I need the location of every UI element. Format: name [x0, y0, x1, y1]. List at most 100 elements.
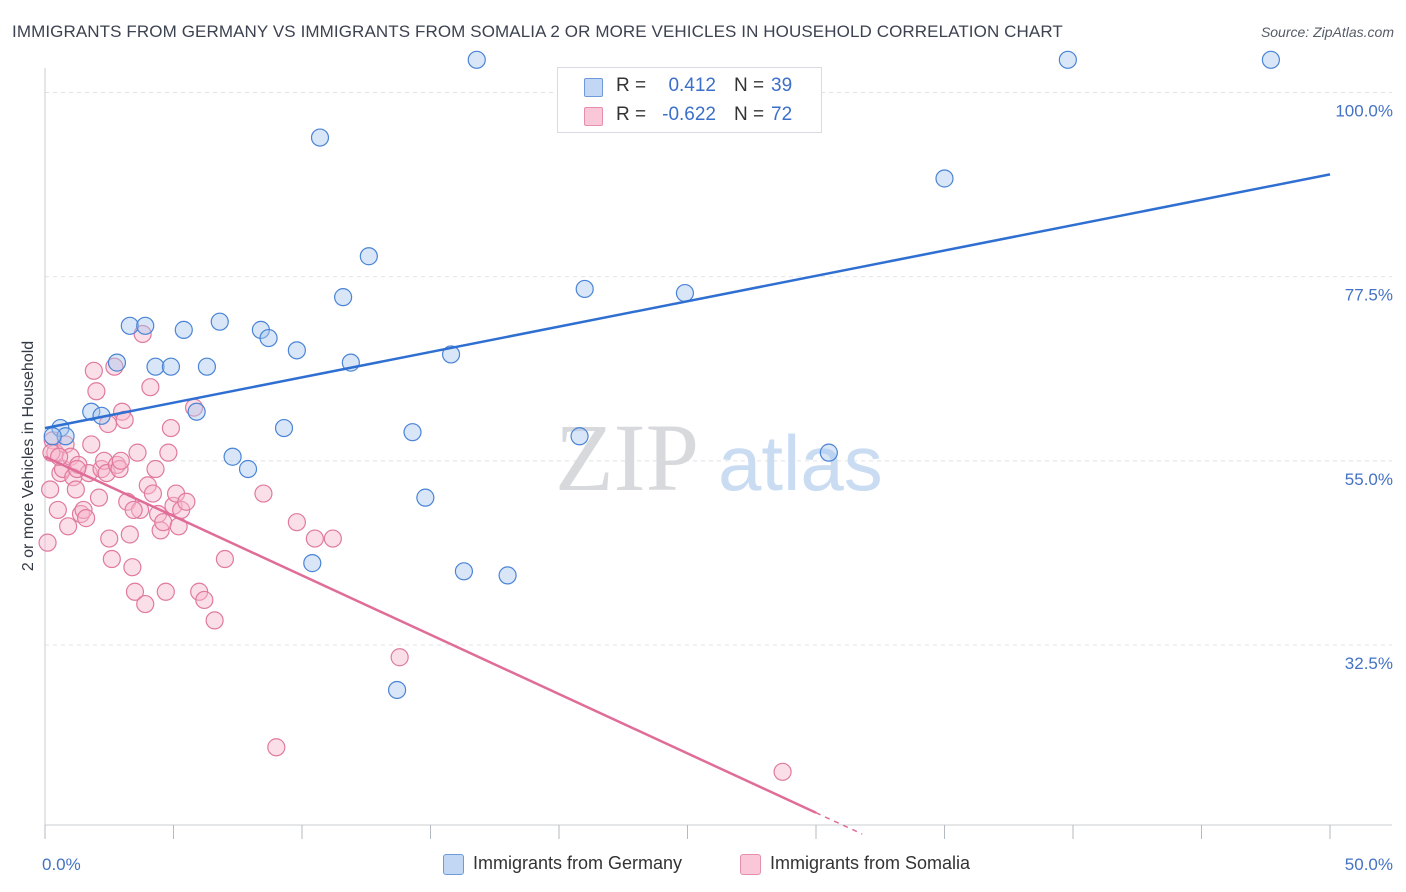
germany-point	[238, 459, 258, 479]
germany-point	[146, 357, 165, 376]
germany-point	[56, 427, 75, 446]
legend-row-germany: R = 0.412 N = 39	[558, 72, 821, 102]
somalia-point	[267, 738, 286, 757]
somalia-points	[38, 324, 792, 781]
germany-point	[120, 316, 139, 335]
somalia-point	[136, 594, 155, 614]
somalia-point	[124, 500, 143, 520]
somalia-point	[161, 418, 181, 438]
gridlines	[45, 92, 1392, 646]
germany-point	[223, 447, 242, 466]
germany-points	[43, 50, 1280, 700]
germany-point	[303, 554, 322, 573]
somalia-point	[59, 517, 78, 536]
germany-swatch	[584, 78, 603, 97]
somalia-point	[82, 435, 101, 454]
germany-point	[274, 418, 294, 438]
legend-n-value: 39	[771, 75, 793, 96]
somalia-point	[205, 611, 224, 630]
somalia-point	[305, 529, 324, 548]
y-tick-label: 32.5%	[1345, 654, 1393, 673]
germany-point	[675, 283, 695, 303]
germany-point	[575, 279, 594, 299]
somalia-point	[215, 549, 234, 569]
somalia-point	[195, 590, 214, 610]
germany-point	[43, 427, 62, 446]
somalia-point	[120, 525, 139, 544]
somalia-point	[102, 549, 121, 569]
somalia-point	[38, 533, 57, 552]
germany-point	[197, 357, 217, 376]
germany-point	[161, 357, 181, 376]
somalia-point	[323, 529, 342, 548]
germany-point	[310, 128, 330, 147]
somalia-point	[146, 459, 165, 479]
somalia-point	[159, 443, 178, 462]
germany-point	[107, 353, 127, 372]
somalia-point	[77, 509, 96, 528]
somalia-point	[143, 484, 163, 503]
correlation-legend: R = 0.412 N = 39 R = -0.622 N = 72	[557, 67, 822, 133]
somalia-point	[154, 513, 173, 532]
germany-point	[935, 169, 954, 188]
legend-r-value: 0.412	[668, 75, 716, 96]
germany-point	[403, 423, 422, 442]
legend-r-value: -0.622	[662, 104, 716, 125]
somalia-point	[287, 513, 306, 532]
germany-point	[174, 320, 193, 339]
somalia-point	[41, 480, 60, 499]
germany-point	[819, 443, 838, 462]
germany-point	[416, 488, 435, 507]
chart-title: IMMIGRANTS FROM GERMANY VS IMMIGRANTS FR…	[12, 22, 1063, 41]
x-tick-label: 50.0%	[1345, 855, 1393, 874]
somalia-point	[773, 762, 792, 781]
germany-point	[454, 562, 474, 581]
germany-point	[136, 316, 155, 335]
somalia-point	[177, 492, 196, 511]
somalia-point	[66, 480, 85, 499]
germany-point	[187, 402, 206, 421]
germany-legend-swatch	[443, 854, 464, 875]
somalia-point	[84, 361, 103, 380]
germany-point	[441, 345, 461, 364]
somalia-trend-line	[44, 455, 817, 814]
chart-source: Source: ZipAtlas.com	[1260, 24, 1394, 40]
germany-point	[359, 247, 378, 266]
germany-point	[334, 288, 353, 307]
germany-point	[1261, 50, 1280, 69]
somalia-swatch	[584, 107, 603, 126]
germany-point	[498, 566, 517, 585]
germany-point	[210, 312, 229, 331]
somalia-point	[254, 484, 273, 503]
somalia-point	[156, 582, 175, 601]
legend-r-label: R =	[616, 104, 647, 125]
watermark: ZIP atlas	[555, 404, 883, 511]
germany-point	[467, 50, 486, 69]
germany-point	[570, 427, 589, 446]
somalia-point	[141, 378, 160, 397]
legend-n-label: N =	[734, 104, 765, 125]
germany-trend-line	[44, 173, 1331, 430]
germany-point	[287, 341, 306, 360]
y-tick-label: 55.0%	[1345, 470, 1393, 489]
series-legend: Immigrants from Germany Immigrants from …	[0, 851, 1406, 879]
germany-point	[1058, 50, 1077, 69]
somalia-trend-extension	[815, 812, 863, 835]
tick-labels: 100.0% 77.5% 55.0% 32.5% 0.0% 50.0%	[42, 102, 1393, 874]
trend-lines	[44, 173, 1331, 835]
legend-row-somalia: R = -0.622 N = 72	[558, 101, 821, 131]
somalia-legend-label: Immigrants from Somalia	[770, 853, 971, 873]
x-tick-label: 0.0%	[42, 855, 81, 874]
somalia-point	[100, 529, 119, 548]
somalia-legend-swatch	[740, 854, 761, 875]
legend-n-value: 72	[771, 104, 793, 125]
somalia-point	[123, 558, 142, 577]
y-tick-label: 77.5%	[1345, 286, 1393, 305]
somalia-point	[128, 443, 147, 462]
watermark-zip: ZIP	[555, 404, 699, 511]
somalia-point	[125, 582, 145, 601]
legend-n-label: N =	[734, 75, 765, 96]
somalia-point	[87, 382, 106, 401]
germany-point	[387, 680, 407, 700]
